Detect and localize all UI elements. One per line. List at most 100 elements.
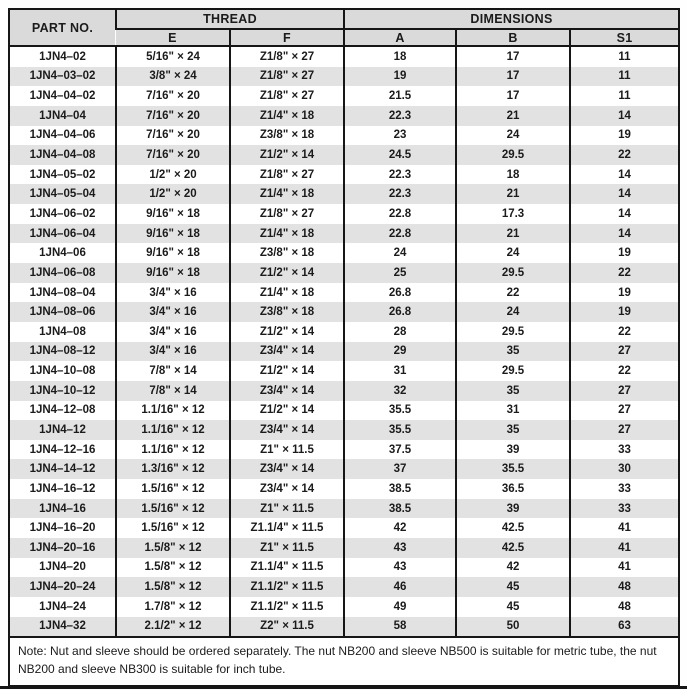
table-row: 1JN4–05–02 1/2" × 20 Z1/8" × 27 22.3 18 14: [10, 164, 679, 185]
dim-a-cell: 21.5: [343, 86, 457, 106]
thread-f-cell: Z3/4" × 14: [228, 341, 345, 362]
thread-e-cell: 1.7/8" × 12: [115, 596, 230, 617]
thread-f-cell: Z1/2" × 14: [228, 361, 345, 381]
part-no-cell: 1JN4–14–12: [10, 459, 116, 480]
thread-e-cell: 1.5/16" × 12: [115, 518, 230, 539]
table-row: 1JN4–12–16 1.1/16" × 12 Z1" × 11.5 37.5 39 33: [10, 439, 679, 460]
dim-s1-cell: 33: [569, 479, 679, 499]
part-no-cell: 1JN4–06: [10, 243, 116, 264]
thread-e-cell: 7/16" × 20: [115, 105, 230, 126]
thread-f-cell: Z1.1/4" × 11.5: [228, 518, 345, 539]
table-row: 1JN4–20–16 1.5/8" × 12 Z1" × 11.5 43 42.5 41: [10, 538, 679, 558]
part-no-cell: 1JN4–05–04: [10, 184, 116, 205]
dim-b-cell: 21: [455, 223, 571, 244]
dim-a-cell: 26.8: [343, 282, 457, 303]
part-no-cell: 1JN4–10–12: [10, 380, 116, 401]
part-no-cell: 1JN4–20–24: [10, 577, 116, 597]
fittings-spec-table: PART NO. THREAD DIMENSIONS E F A B S1 1J…: [10, 10, 679, 637]
dim-b-cell: 29.5: [455, 361, 571, 381]
dim-s1-cell: 48: [569, 577, 679, 597]
dim-a-cell: 58: [343, 616, 457, 637]
thread-f-cell: Z2" × 11.5: [228, 616, 345, 637]
thread-e-cell: 1/2" × 20: [115, 164, 230, 185]
table-row: 1JN4–32 2.1/2" × 12 Z2" × 11.5 58 50 63: [10, 616, 679, 637]
part-no-cell: 1JN4–04: [10, 105, 116, 126]
thread-e-cell: 7/16" × 20: [115, 86, 230, 106]
dim-s1-cell: 11: [569, 66, 679, 87]
thread-f-cell: Z3/8" × 18: [228, 125, 345, 146]
thread-e-cell: 1.3/16" × 12: [115, 459, 230, 480]
dim-s1-cell: 19: [569, 302, 679, 322]
thread-f-cell: Z3/8" × 18: [228, 243, 345, 264]
thread-f-cell: Z1/8" × 27: [228, 204, 345, 224]
part-no-cell: 1JN4–08–06: [10, 302, 116, 322]
dim-a-cell: 23: [343, 125, 457, 146]
dim-b-cell: 42.5: [455, 518, 571, 539]
table-header: PART NO. THREAD DIMENSIONS E F A B S1: [10, 10, 679, 46]
dim-s1-cell: 14: [569, 184, 679, 205]
thread-e-cell: 1.5/16" × 12: [115, 498, 230, 519]
thread-f-cell: Z1.1/2" × 11.5: [228, 577, 345, 597]
dim-b-cell: 29.5: [455, 321, 571, 342]
table-row: 1JN4–06–04 9/16" × 18 Z1/4" × 18 22.8 21 14: [10, 223, 679, 244]
table-row: 1JN4–12 1.1/16" × 12 Z3/4" × 14 35.5 35 27: [10, 420, 679, 440]
dim-a-cell: 49: [343, 596, 457, 617]
table-row: 1JN4–24 1.7/8" × 12 Z1.1/2" × 11.5 49 45 48: [10, 596, 679, 617]
thread-e-cell: 1.1/16" × 12: [115, 400, 230, 421]
dim-s1-cell: 48: [569, 596, 679, 617]
thread-e-cell: 1.1/16" × 12: [115, 420, 230, 440]
table-row: 1JN4–04–02 7/16" × 20 Z1/8" × 27 21.5 17 11: [10, 86, 679, 106]
thread-e-cell: 9/16" × 18: [115, 263, 230, 283]
part-no-cell: 1JN4–16–12: [10, 479, 116, 499]
table-row: 1JN4–10–08 7/8" × 14 Z1/2" × 14 31 29.5 22: [10, 361, 679, 381]
thread-e-cell: 3/4" × 16: [115, 341, 230, 362]
dim-b-cell: 39: [455, 439, 571, 460]
dim-s1-cell: 27: [569, 341, 679, 362]
dim-a-cell: 35.5: [343, 400, 457, 421]
part-no-cell: 1JN4–12–08: [10, 400, 116, 421]
thread-f-cell: Z1.1/4" × 11.5: [228, 557, 345, 578]
thread-e-cell: 1.5/8" × 12: [115, 538, 230, 558]
thread-f-cell: Z1/2" × 14: [228, 321, 345, 342]
table-row: 1JN4–06–08 9/16" × 18 Z1/2" × 14 25 29.5 22: [10, 263, 679, 283]
table-row: 1JN4–16–20 1.5/16" × 12 Z1.1/4" × 11.5 42 42…: [10, 518, 679, 539]
part-no-cell: 1JN4–16–20: [10, 518, 116, 539]
table-row: 1JN4–04–08 7/16" × 20 Z1/2" × 14 24.5 29.5 22: [10, 145, 679, 165]
dim-b-cell: 17.3: [455, 204, 571, 224]
dim-b-cell: 45: [455, 596, 571, 617]
part-no-cell: 1JN4–32: [10, 616, 116, 637]
thread-f-cell: Z1.1/2" × 11.5: [228, 596, 345, 617]
thread-f-cell: Z1" × 11.5: [228, 439, 345, 460]
dim-s1-cell: 19: [569, 243, 679, 264]
thread-f-cell: Z1/4" × 18: [228, 184, 345, 205]
dim-b-cell: 42.5: [455, 538, 571, 558]
table-row: 1JN4–08–04 3/4" × 16 Z1/4" × 18 26.8 22 19: [10, 282, 679, 303]
thread-f-cell: Z3/4" × 14: [228, 420, 345, 440]
dim-s1-cell: 14: [569, 204, 679, 224]
dim-a-cell: 18: [343, 46, 457, 67]
dim-b-cell: 22: [455, 282, 571, 303]
table-row: 1JN4–10–12 7/8" × 14 Z3/4" × 14 32 35 27: [10, 380, 679, 401]
col-header-b: B: [455, 29, 571, 46]
dim-s1-cell: 22: [569, 361, 679, 381]
spec-table-frame: PART NO. THREAD DIMENSIONS E F A B S1 1J…: [8, 8, 680, 687]
dim-a-cell: 31: [343, 361, 457, 381]
dim-a-cell: 24.5: [343, 145, 457, 165]
dim-b-cell: 42: [455, 557, 571, 578]
table-row: 1JN4–06 9/16" × 18 Z3/8" × 18 24 24 19: [10, 243, 679, 264]
dim-b-cell: 18: [455, 164, 571, 185]
dim-b-cell: 24: [455, 302, 571, 322]
part-no-cell: 1JN4–08–12: [10, 341, 116, 362]
dim-s1-cell: 19: [569, 125, 679, 146]
dim-s1-cell: 22: [569, 263, 679, 283]
table-row: 1JN4–05–04 1/2" × 20 Z1/4" × 18 22.3 21 14: [10, 184, 679, 205]
part-no-cell: 1JN4–12: [10, 420, 116, 440]
part-no-cell: 1JN4–04–02: [10, 86, 116, 106]
dim-s1-cell: 11: [569, 46, 679, 67]
thread-f-cell: Z1/8" × 27: [228, 66, 345, 87]
thread-e-cell: 2.1/2" × 12: [115, 616, 230, 637]
thread-e-cell: 1.5/8" × 12: [115, 577, 230, 597]
dim-b-cell: 17: [455, 66, 571, 87]
dim-b-cell: 45: [455, 577, 571, 597]
